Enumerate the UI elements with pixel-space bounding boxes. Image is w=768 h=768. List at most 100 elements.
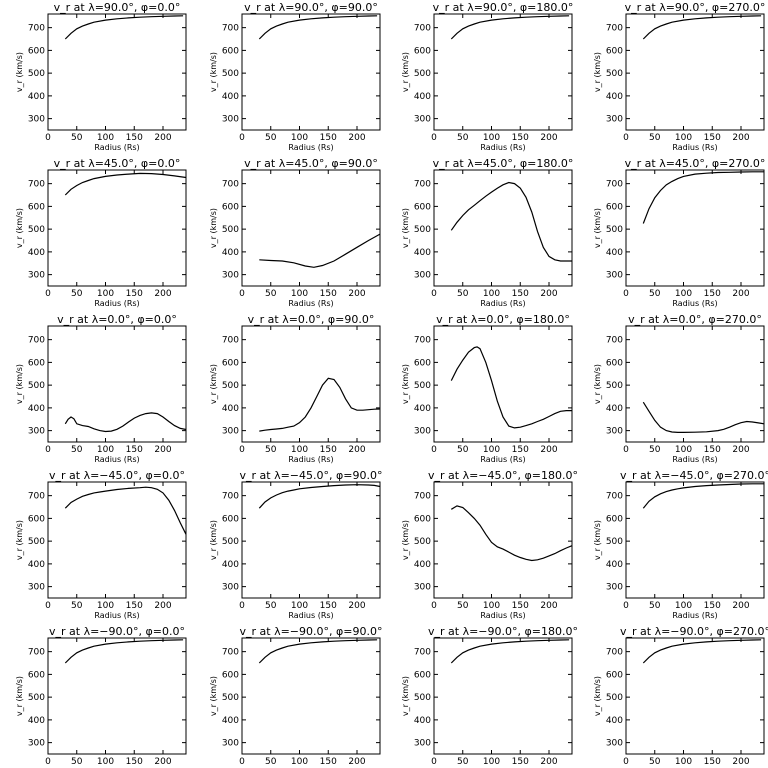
x-tick-label: 50: [457, 133, 469, 143]
plot-frame: [241, 169, 381, 287]
y-axis-label: v_r (km/s): [593, 364, 602, 404]
series-line: [258, 484, 381, 509]
series-line: [64, 412, 187, 433]
chart-panel-10: v_r at λ=0.0°, φ=90.0° 0 50 100 150 200 300 400…: [209, 313, 381, 464]
series-line: [64, 172, 187, 196]
y-tick-label: 400: [28, 404, 45, 414]
x-tick-label: 200: [540, 757, 557, 767]
chart-panel-12: v_r at λ=0.0°, φ=270.0° 0 50 100 150 200 300 40…: [593, 313, 765, 464]
series-line: [450, 505, 573, 562]
plot-frame: [47, 481, 187, 599]
y-tick-label: 500: [606, 225, 623, 235]
chart-panel-6: v_r at λ=45.0°, φ=90.0° 0 50 100 150 200 300 40…: [209, 157, 381, 308]
x-tick-label: 50: [649, 601, 661, 611]
series-line: [450, 15, 570, 40]
x-axis-label: Radius (Rs): [672, 455, 717, 464]
x-tick-label: 0: [239, 133, 245, 143]
y-tick-label: 300: [414, 115, 431, 125]
panel-title: v_r at λ=45.0°, φ=270.0°: [625, 157, 766, 170]
panel-title: v_r at λ=90.0°, φ=0.0°: [54, 1, 181, 14]
x-tick-label: 50: [71, 289, 83, 299]
panel-title: v_r at λ=0.0°, φ=180.0°: [436, 313, 570, 326]
x-tick-label: 100: [291, 445, 308, 455]
series-line: [642, 639, 762, 664]
y-tick-label: 600: [28, 514, 45, 524]
x-axis-label: Radius (Rs): [672, 611, 717, 620]
y-tick-label: 400: [222, 404, 239, 414]
y-tick-label: 300: [606, 583, 623, 593]
x-tick-label: 150: [704, 757, 721, 767]
x-tick-label: 0: [239, 757, 245, 767]
y-tick-label: 500: [606, 693, 623, 703]
chart-panel-19: v_r at λ=−90.0°, φ=180.0° 0 50 100 150 200 300…: [401, 625, 578, 768]
series-line: [642, 401, 765, 433]
y-tick-label: 400: [28, 248, 45, 258]
y-tick-label: 500: [414, 225, 431, 235]
panel-title: v_r at λ=90.0°, φ=90.0°: [244, 1, 378, 14]
y-tick-label: 300: [222, 739, 239, 749]
x-tick-label: 100: [291, 133, 308, 143]
y-tick-label: 700: [414, 180, 431, 190]
x-tick-label: 100: [483, 289, 500, 299]
y-tick-label: 400: [606, 92, 623, 102]
x-tick-label: 0: [623, 601, 629, 611]
x-tick-label: 150: [320, 601, 337, 611]
x-tick-label: 150: [704, 133, 721, 143]
x-axis-label: Radius (Rs): [94, 143, 139, 152]
y-tick-label: 700: [222, 24, 239, 34]
x-tick-label: 50: [265, 133, 277, 143]
y-tick-label: 400: [414, 716, 431, 726]
x-axis-label: Radius (Rs): [672, 143, 717, 152]
x-tick-label: 150: [126, 445, 143, 455]
y-tick-label: 600: [222, 670, 239, 680]
y-axis-label: v_r (km/s): [401, 676, 410, 716]
y-tick-label: 700: [414, 24, 431, 34]
y-tick-label: 600: [222, 202, 239, 212]
x-tick-label: 200: [540, 133, 557, 143]
x-axis-label: Radius (Rs): [288, 299, 333, 308]
x-tick-label: 50: [71, 757, 83, 767]
series-line: [450, 346, 572, 429]
y-tick-label: 300: [28, 271, 45, 281]
x-tick-label: 50: [265, 757, 277, 767]
y-tick-label: 700: [28, 336, 45, 346]
y-tick-label: 400: [222, 716, 239, 726]
chart-panel-14: v_r at λ=−45.0°, φ=90.0° 0 50 100 150 200 300 4…: [209, 469, 382, 620]
y-tick-label: 500: [414, 381, 431, 391]
y-axis-label: v_r (km/s): [401, 52, 410, 92]
plot-frame: [433, 13, 573, 131]
x-tick-label: 200: [348, 757, 365, 767]
x-tick-label: 0: [45, 133, 51, 143]
y-tick-label: 700: [414, 648, 431, 658]
x-tick-label: 0: [45, 445, 51, 455]
x-tick-label: 100: [483, 757, 500, 767]
x-tick-label: 0: [431, 445, 437, 455]
x-axis-label: Radius (Rs): [94, 455, 139, 464]
y-axis-label: v_r (km/s): [209, 364, 218, 404]
x-axis-label: Radius (Rs): [288, 143, 333, 152]
y-axis-label: v_r (km/s): [401, 208, 410, 248]
x-tick-label: 50: [649, 133, 661, 143]
chart-panel-1: v_r at λ=90.0°, φ=0.0° 0 50 100 150 200 300 400…: [15, 1, 187, 152]
plot-frame: [625, 325, 765, 443]
x-tick-label: 50: [457, 445, 469, 455]
y-tick-label: 600: [606, 46, 623, 56]
x-axis-label: Radius (Rs): [288, 611, 333, 620]
y-tick-label: 500: [414, 537, 431, 547]
x-tick-label: 50: [649, 757, 661, 767]
x-tick-label: 150: [512, 601, 529, 611]
panel-title: v_r at λ=−90.0°, φ=180.0°: [428, 625, 578, 638]
x-tick-label: 100: [291, 289, 308, 299]
x-tick-label: 100: [483, 133, 500, 143]
y-tick-label: 300: [606, 115, 623, 125]
panel-title: v_r at λ=−90.0°, φ=90.0°: [240, 625, 383, 638]
y-tick-label: 500: [606, 69, 623, 79]
y-tick-label: 500: [28, 381, 45, 391]
chart-panel-18: v_r at λ=−90.0°, φ=90.0° 0 50 100 150 200 300 4…: [209, 625, 382, 768]
x-tick-label: 200: [348, 289, 365, 299]
y-tick-label: 300: [28, 739, 45, 749]
series-line: [258, 15, 378, 40]
y-tick-label: 300: [222, 427, 239, 437]
x-tick-label: 50: [265, 601, 277, 611]
x-tick-label: 150: [704, 445, 721, 455]
